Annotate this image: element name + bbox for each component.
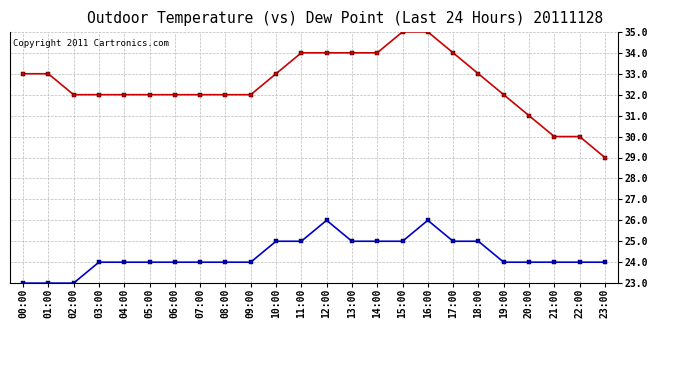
Text: Outdoor Temperature (vs) Dew Point (Last 24 Hours) 20111128: Outdoor Temperature (vs) Dew Point (Last… <box>87 11 603 26</box>
Text: Copyright 2011 Cartronics.com: Copyright 2011 Cartronics.com <box>13 39 169 48</box>
